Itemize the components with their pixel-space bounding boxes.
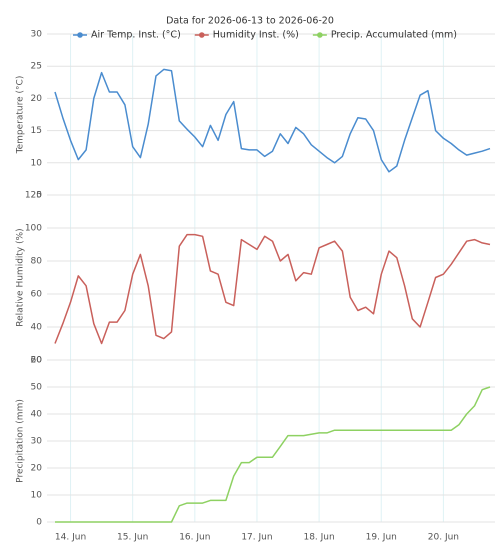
series-line bbox=[54, 233, 491, 345]
x-tick-label: 18. Jun bbox=[303, 533, 334, 543]
series-line bbox=[55, 386, 491, 523]
y-tick-label: 20 bbox=[31, 94, 43, 104]
y-tick-label: 60 bbox=[31, 356, 43, 366]
y-tick-label: 10 bbox=[31, 491, 43, 501]
legend-marker bbox=[77, 32, 83, 38]
y-tick-label: 40 bbox=[31, 410, 43, 420]
x-tick-label: 16. Jun bbox=[179, 533, 210, 543]
y-tick-label: 40 bbox=[31, 323, 43, 333]
legend: Air Temp. Inst. (°C) Humidity Inst. (%) Pr… bbox=[73, 30, 457, 41]
y-tick-label: 60 bbox=[31, 290, 43, 300]
y-tick-label: 30 bbox=[31, 437, 43, 447]
y-tick-label: 5 bbox=[36, 191, 42, 201]
y-tick-label: 20 bbox=[31, 464, 43, 474]
y-tick-label: 10 bbox=[31, 158, 43, 168]
legend-label: Humidity Inst. (%) bbox=[213, 30, 299, 41]
x-tick-label: 15. Jun bbox=[117, 533, 148, 543]
y-axis-label: Precipitation (mm) bbox=[16, 399, 26, 483]
y-tick-label: 25 bbox=[31, 62, 42, 72]
legend-label: Air Temp. Inst. (°C) bbox=[91, 30, 181, 41]
y-tick-label: 30 bbox=[31, 30, 43, 40]
y-tick-label: 20 bbox=[31, 356, 43, 366]
y-axis-label: Relative Humidity (%) bbox=[16, 228, 26, 326]
y-tick-label: 120 bbox=[25, 191, 42, 201]
chart-title: Data for 2026-06-13 to 2026-06-20 bbox=[166, 16, 334, 27]
y-tick-label: 15 bbox=[31, 126, 42, 136]
x-tick-label: 20. Jun bbox=[428, 533, 459, 543]
x-tick-label: 17. Jun bbox=[241, 533, 272, 543]
y-tick-label: 0 bbox=[36, 518, 42, 528]
legend-label: Precip. Accumulated (mm) bbox=[331, 30, 457, 41]
y-tick-label: 50 bbox=[31, 383, 43, 393]
x-tick-label: 14. Jun bbox=[55, 533, 86, 543]
x-tick-label: 19. Jun bbox=[366, 533, 397, 543]
y-tick-label: 100 bbox=[25, 224, 42, 234]
legend-marker bbox=[198, 32, 205, 38]
legend-marker bbox=[317, 32, 323, 38]
y-tick-label: 80 bbox=[31, 257, 43, 267]
y-axis-label: Temperature (°C) bbox=[16, 76, 26, 155]
series-line bbox=[54, 68, 491, 173]
